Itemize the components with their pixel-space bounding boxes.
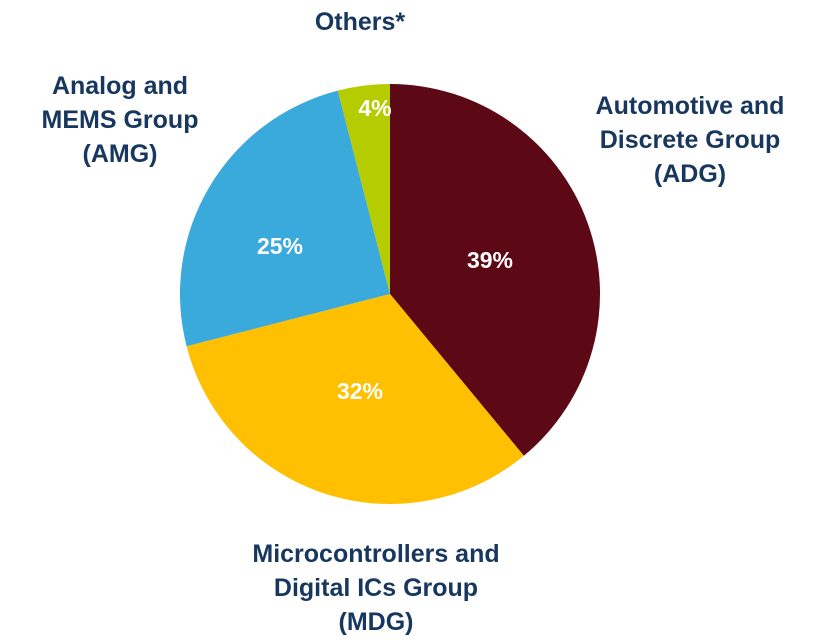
value-label: 32% [337,378,383,404]
value-label: 25% [257,233,303,259]
category-label: Analog and MEMS Group (AMG) [41,72,199,168]
category-label: Others* [314,8,406,36]
value-label: 4% [358,95,391,121]
pie-slice [390,84,601,456]
category-label: Microcontrollers and Digital ICs Group (… [252,540,500,636]
pie-slice [337,84,390,294]
pie-slice [186,294,524,505]
value-label: 39% [467,247,513,273]
category-label: Automotive and Discrete Group (ADG) [595,92,785,188]
pie-slice [180,90,390,347]
